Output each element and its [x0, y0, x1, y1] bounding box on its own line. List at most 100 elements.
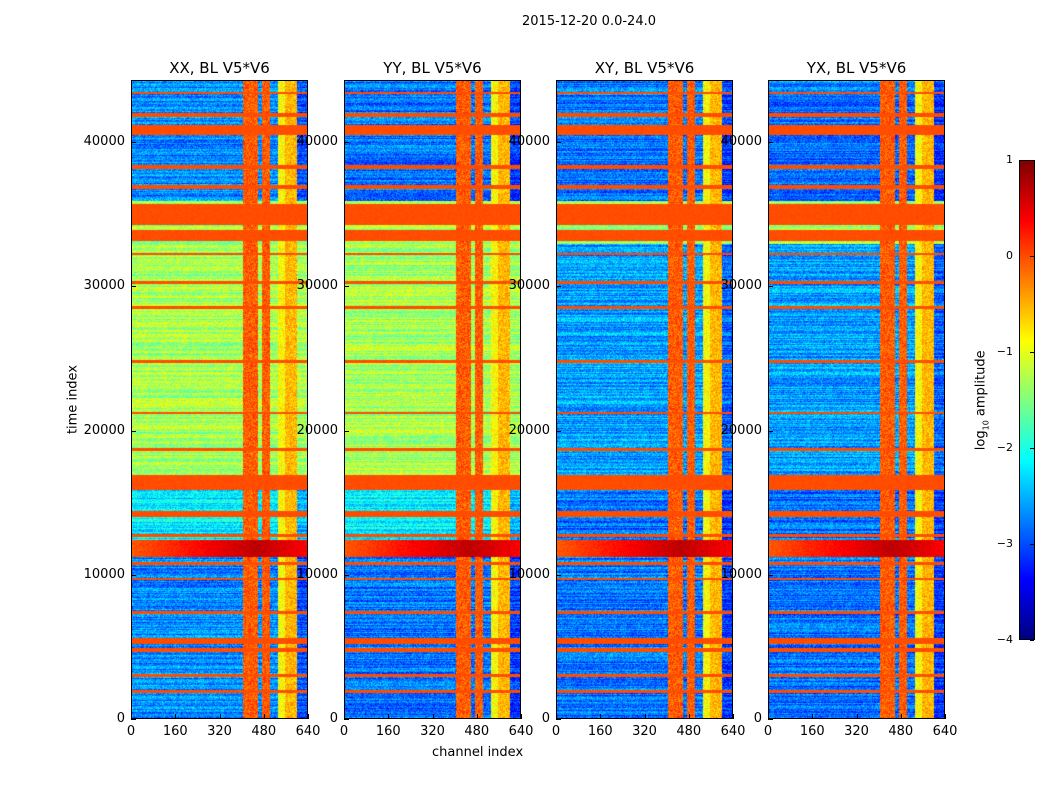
colorbar-tick-mark	[1030, 352, 1034, 353]
x-tick-mark	[600, 714, 602, 719]
x-tick-mark	[900, 714, 902, 719]
y-tick-label: 40000	[508, 134, 550, 150]
x-tick-mark	[263, 714, 265, 719]
x-tick-label: 480	[464, 724, 490, 739]
x-tick-label: 0	[339, 724, 349, 739]
y-tick-label: 30000	[508, 278, 550, 294]
heatmap-image	[132, 81, 307, 718]
y-tick-label: 10000	[508, 566, 550, 582]
y-tick-mark	[131, 142, 136, 144]
y-tick-mark	[344, 719, 349, 720]
x-tick-label: 480	[888, 724, 914, 739]
x-tick-mark	[688, 714, 690, 719]
y-tick-mark	[556, 719, 561, 720]
y-tick-label: 20000	[720, 422, 762, 438]
x-tick-label: 160	[799, 724, 825, 739]
x-tick-mark	[476, 714, 478, 719]
heatmap-panel	[768, 80, 945, 719]
x-tick-mark	[945, 714, 946, 719]
x-tick-mark	[175, 714, 177, 719]
x-tick-mark	[219, 714, 221, 719]
heatmap-image	[345, 81, 520, 718]
y-tick-mark	[768, 719, 773, 720]
x-tick-label: 160	[375, 724, 401, 739]
x-tick-label: 0	[551, 724, 561, 739]
y-tick-mark	[131, 286, 136, 288]
x-tick-mark	[308, 714, 309, 719]
y-tick-label: 20000	[296, 422, 338, 438]
y-tick-label: 20000	[83, 422, 125, 438]
x-tick-mark	[521, 714, 522, 719]
colorbar-tick-mark	[1030, 256, 1034, 257]
x-tick-mark	[644, 714, 646, 719]
y-tick-mark	[556, 286, 561, 288]
x-tick-label: 320	[844, 724, 869, 739]
colorbar	[1019, 160, 1035, 640]
x-tick-label: 160	[587, 724, 613, 739]
x-tick-mark	[856, 714, 858, 719]
y-tick-label: 20000	[508, 422, 550, 438]
y-tick-label: 40000	[720, 134, 762, 150]
y-tick-label: 10000	[720, 566, 762, 582]
colorbar-tick-label: 1	[1006, 153, 1013, 166]
colorbar-tick-label: 0	[1006, 249, 1013, 262]
x-tick-mark	[812, 714, 814, 719]
y-tick-mark	[768, 430, 773, 432]
x-tick-label: 160	[162, 724, 188, 739]
y-tick-mark	[556, 142, 561, 144]
x-tick-label: 320	[632, 724, 657, 739]
y-tick-label: 40000	[296, 134, 338, 150]
x-tick-label: 0	[126, 724, 136, 739]
y-tick-mark	[768, 574, 773, 576]
x-tick-mark	[432, 714, 434, 719]
y-tick-label: 0	[541, 711, 550, 726]
y-tick-label: 0	[753, 711, 762, 726]
colorbar-gradient	[1020, 161, 1034, 639]
panel-title: XY, BL V5*V6	[594, 59, 695, 77]
colorbar-tick-mark	[1030, 160, 1034, 161]
heatmap-panel	[556, 80, 733, 719]
y-tick-label: 30000	[720, 278, 762, 294]
y-tick-mark	[344, 142, 349, 144]
y-tick-mark	[344, 574, 349, 576]
y-tick-label: 10000	[296, 566, 338, 582]
y-tick-mark	[768, 286, 773, 288]
heatmap-image	[557, 81, 732, 718]
x-tick-mark	[344, 714, 345, 719]
y-tick-label: 40000	[83, 134, 125, 150]
panel-title: XX, BL V5*V6	[169, 59, 270, 77]
y-tick-mark	[556, 574, 561, 576]
panel-title: YX, BL V5*V6	[806, 59, 907, 77]
panel-title: YY, BL V5*V6	[383, 59, 482, 77]
y-tick-mark	[344, 286, 349, 288]
x-tick-label: 0	[763, 724, 773, 739]
colorbar-label: log10 amplitude	[974, 348, 991, 452]
heatmap-panel	[131, 80, 308, 719]
x-tick-mark	[131, 714, 132, 719]
y-tick-label: 30000	[83, 278, 125, 294]
x-tick-label: 480	[251, 724, 277, 739]
x-tick-label: 640	[508, 724, 534, 739]
y-tick-mark	[768, 142, 773, 144]
x-tick-label: 320	[420, 724, 445, 739]
x-tick-label: 480	[676, 724, 702, 739]
heatmap-panel	[344, 80, 521, 719]
x-tick-mark	[556, 714, 557, 719]
y-tick-label: 0	[116, 711, 125, 726]
x-tick-label: 640	[932, 724, 958, 739]
colorbar-tick-label: −1	[996, 345, 1013, 358]
colorbar-tick-label: −4	[996, 633, 1013, 646]
colorbar-tick-mark	[1030, 640, 1034, 641]
x-tick-label: 320	[207, 724, 232, 739]
y-tick-mark	[131, 430, 136, 432]
heatmap-image	[769, 81, 944, 718]
x-tick-label: 640	[295, 724, 321, 739]
x-tick-mark	[388, 714, 390, 719]
x-tick-label: 640	[720, 724, 746, 739]
colorbar-label-sub: 10	[981, 420, 991, 431]
colorbar-tick-label: −2	[996, 441, 1013, 454]
colorbar-tick-mark	[1030, 448, 1034, 449]
x-tick-mark	[768, 714, 769, 719]
figure-title: 2015-12-20 0.0-24.0	[522, 14, 656, 29]
x-axis-label: channel index	[432, 745, 524, 760]
